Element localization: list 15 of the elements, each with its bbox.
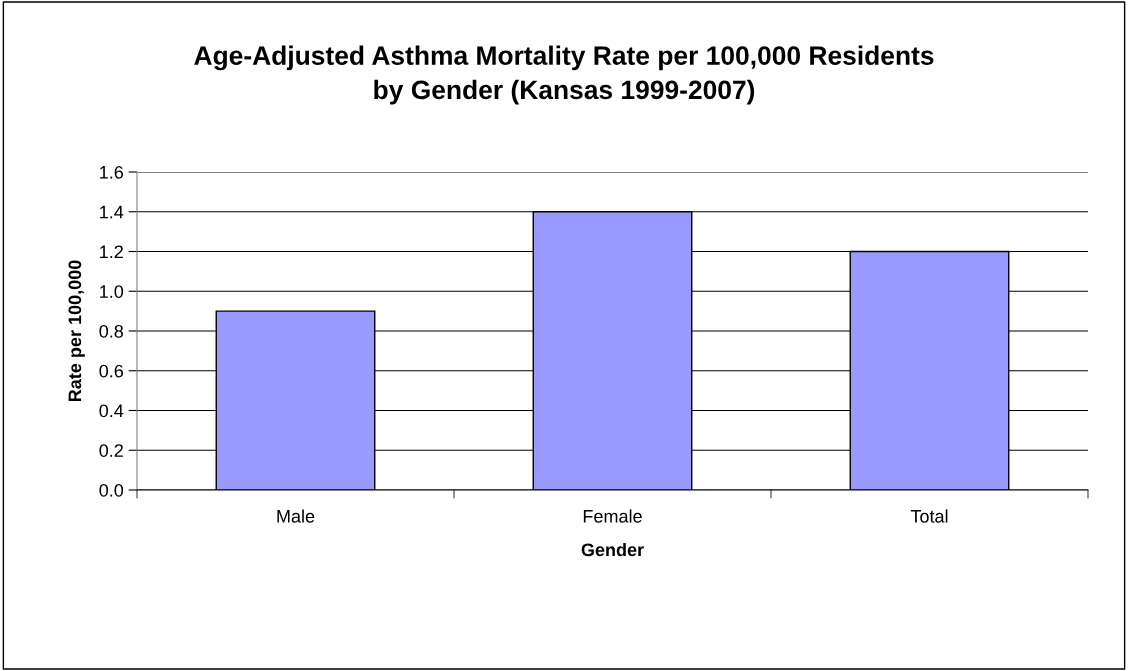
y-tick-label: 0.2 [99,444,123,457]
y-tick-label: 0.8 [99,324,124,338]
y-tick-label: 1.4 [100,205,124,219]
y-tick-label: 1.2 [100,245,123,259]
x-tick-label: Male [277,509,315,523]
y-axis-title: Rate per 100,000 [68,260,85,402]
y-tick-label: 0.6 [99,364,124,378]
y-tick-label: 0.4 [99,404,124,418]
y-tick-label: 0.0 [99,483,124,497]
x-axis-title: Gender [581,542,644,557]
x-tick-label: Total [910,509,948,523]
y-tick-label: 1.6 [100,165,124,179]
x-tick-label: Female [583,509,642,523]
chart-title: Age-Adjusted Asthma Mortality Rate per 100,000 Residents by Gender (Kansas 1999-2007) [194,45,934,105]
y-tick-label: 1.0 [100,285,124,298]
